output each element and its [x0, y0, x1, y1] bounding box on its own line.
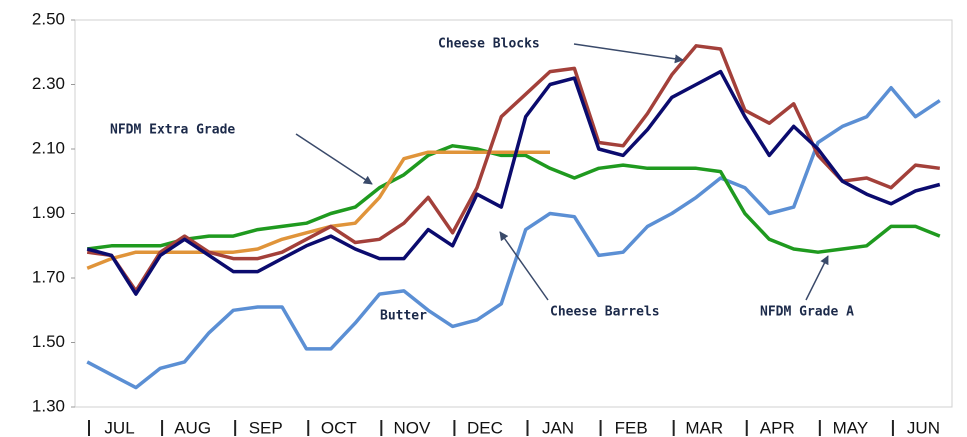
y-tick-label: 1.30	[32, 396, 65, 415]
x-tick-label: MAR	[685, 418, 723, 437]
x-tick-label: OCT	[321, 418, 357, 437]
series-line	[86, 69, 941, 296]
x-tick-label: FEB	[615, 418, 648, 437]
x-tick-label: JUN	[907, 418, 940, 437]
series-line	[86, 150, 550, 270]
x-tick-label: NOV	[393, 418, 431, 437]
x-tick-label: APR	[760, 418, 795, 437]
annotation: NFDM Grade A	[760, 305, 854, 320]
y-tick-label: 1.50	[32, 332, 65, 351]
x-tick-label: DEC	[467, 418, 503, 437]
series-line	[86, 44, 941, 293]
y-tick-label: 1.70	[32, 267, 65, 286]
annotation: Butter	[380, 309, 427, 324]
series-line	[86, 85, 941, 390]
annotation: NFDM Extra Grade	[110, 123, 235, 138]
annotation: Cheese Blocks	[438, 37, 540, 52]
x-tick-label: JAN	[542, 418, 574, 437]
annotation-arrow	[573, 43, 684, 64]
x-tick-label: MAY	[833, 418, 869, 437]
y-tick-label: 2.50	[32, 9, 65, 28]
y-tick-label: 2.10	[32, 138, 65, 157]
annotation: Cheese Barrels	[550, 305, 660, 320]
y-tick-label: 1.90	[32, 203, 65, 222]
y-tick-label: 2.30	[32, 74, 65, 93]
x-tick-label: AUG	[174, 418, 211, 437]
x-tick-label: SEP	[249, 418, 283, 437]
annotation-arrow	[499, 231, 549, 301]
x-tick-label: JUL	[104, 418, 134, 437]
annotation-arrow	[805, 255, 829, 301]
plot-frame	[74, 19, 953, 408]
annotation-arrow	[295, 133, 373, 185]
